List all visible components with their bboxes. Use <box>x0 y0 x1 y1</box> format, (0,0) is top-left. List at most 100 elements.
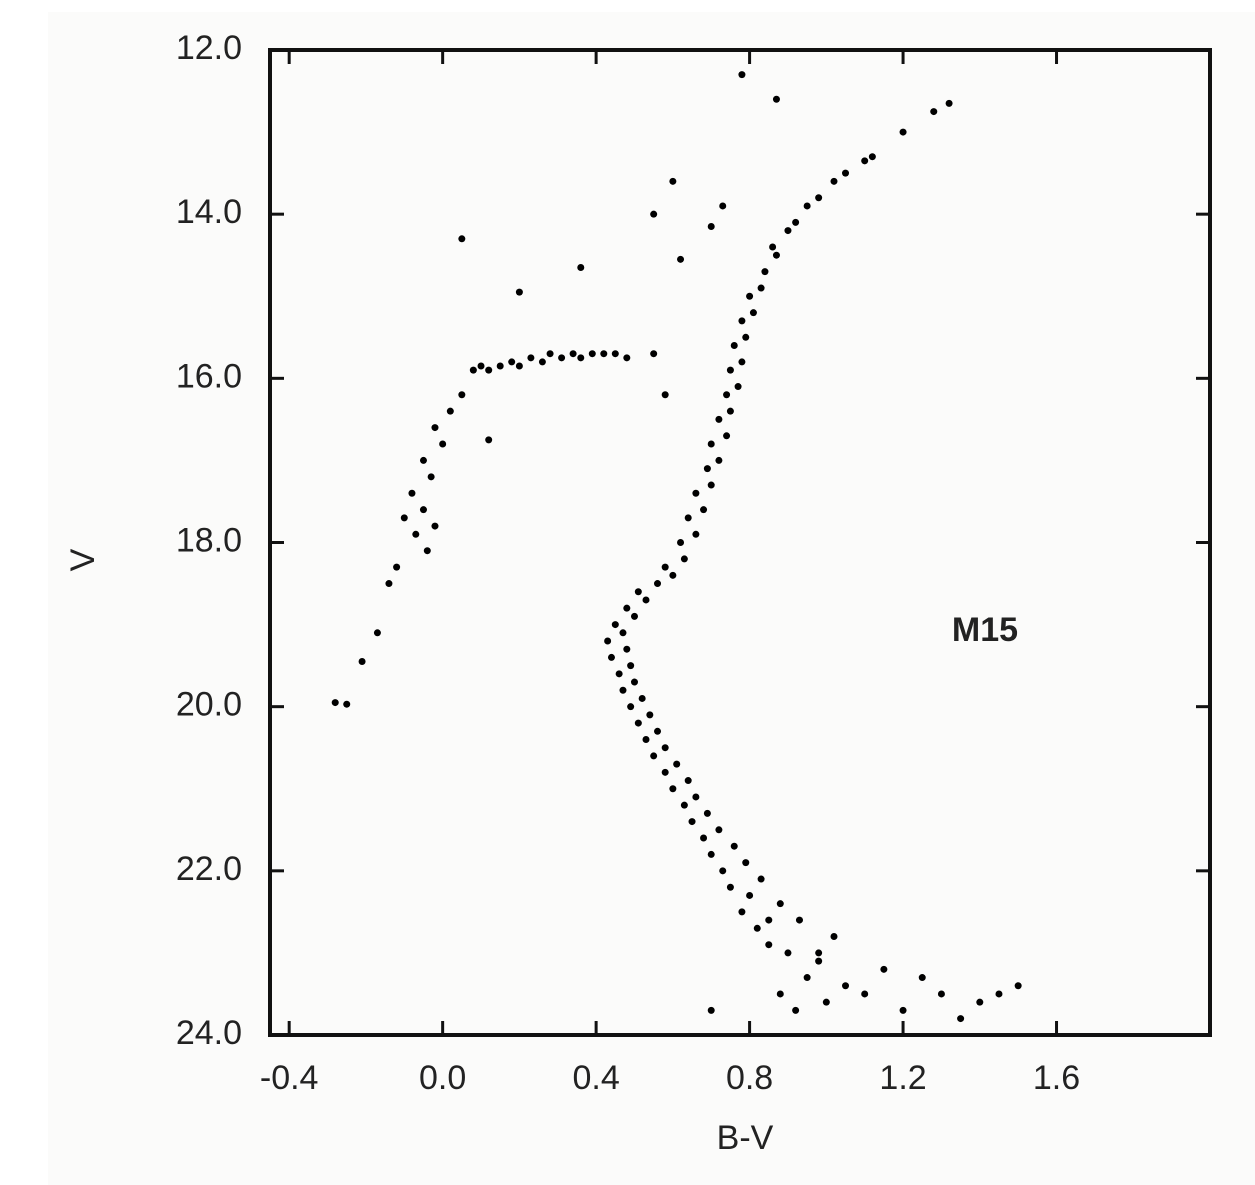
point <box>623 604 631 612</box>
point <box>749 309 757 317</box>
point <box>546 350 554 358</box>
point <box>684 777 692 785</box>
point <box>715 456 723 464</box>
point <box>761 268 769 276</box>
point <box>654 580 662 588</box>
point <box>611 350 619 358</box>
point <box>558 354 566 362</box>
y-axis-label: V <box>64 548 102 571</box>
point <box>477 362 485 370</box>
point <box>803 202 811 210</box>
point <box>423 547 431 555</box>
point <box>642 736 650 743</box>
point <box>607 653 615 661</box>
point <box>431 424 439 432</box>
y-tick-label: 24.0 <box>176 1014 242 1052</box>
point <box>661 391 669 399</box>
point <box>646 711 654 719</box>
point <box>619 629 627 637</box>
point <box>738 71 746 79</box>
point <box>458 235 466 243</box>
point <box>684 514 692 522</box>
point <box>692 530 700 538</box>
point <box>485 436 493 444</box>
point <box>515 288 523 296</box>
point <box>577 354 585 362</box>
point <box>569 350 577 358</box>
point <box>669 177 677 185</box>
point <box>588 350 596 358</box>
point <box>937 990 945 998</box>
point <box>707 481 715 489</box>
point <box>604 637 612 645</box>
point <box>680 801 688 809</box>
point <box>677 255 685 263</box>
annotation: M15 <box>952 611 1018 649</box>
point <box>669 571 677 579</box>
point <box>661 768 669 776</box>
point <box>700 506 708 514</box>
point <box>734 383 742 391</box>
point <box>630 612 638 620</box>
point <box>784 949 792 957</box>
point <box>669 785 677 793</box>
point <box>792 218 800 226</box>
point <box>630 678 638 686</box>
point <box>757 284 765 292</box>
point <box>753 924 761 932</box>
point <box>412 530 420 538</box>
point <box>623 354 631 362</box>
point <box>680 555 688 563</box>
point <box>650 350 658 358</box>
point <box>638 694 646 702</box>
point <box>842 982 850 990</box>
point <box>600 350 608 358</box>
point <box>861 990 869 998</box>
point <box>772 95 780 103</box>
y-tick-label: 16.0 <box>176 357 242 395</box>
point <box>427 473 435 481</box>
point <box>868 153 876 161</box>
x-tick-label: -0.4 <box>260 1059 319 1097</box>
point <box>331 699 339 707</box>
point <box>726 407 734 415</box>
point <box>815 194 823 202</box>
point <box>738 908 746 916</box>
point <box>772 251 780 259</box>
point <box>822 998 830 1006</box>
point <box>419 456 427 464</box>
x-axis-label: B-V <box>717 1119 774 1157</box>
point <box>830 933 838 940</box>
point <box>627 703 635 711</box>
point <box>784 227 792 235</box>
point <box>861 157 869 165</box>
point <box>700 834 708 842</box>
y-tick-label: 18.0 <box>176 521 242 559</box>
point <box>723 432 731 440</box>
point <box>723 391 731 399</box>
point <box>792 1006 800 1014</box>
point <box>707 1006 715 1014</box>
point <box>400 514 408 522</box>
point <box>661 744 669 752</box>
point <box>343 700 351 708</box>
point <box>661 563 669 571</box>
point <box>726 366 734 374</box>
x-tick-label: 0.8 <box>726 1059 773 1097</box>
point <box>634 588 642 596</box>
point <box>730 342 738 349</box>
point <box>527 354 535 362</box>
point <box>692 793 700 801</box>
point <box>623 645 631 653</box>
point <box>719 867 727 875</box>
point <box>746 292 754 300</box>
point <box>508 358 516 366</box>
point <box>769 243 777 251</box>
point <box>957 1015 965 1023</box>
point <box>469 366 477 374</box>
point <box>515 362 523 370</box>
point <box>1014 982 1022 990</box>
point <box>918 974 926 982</box>
point <box>765 916 773 924</box>
